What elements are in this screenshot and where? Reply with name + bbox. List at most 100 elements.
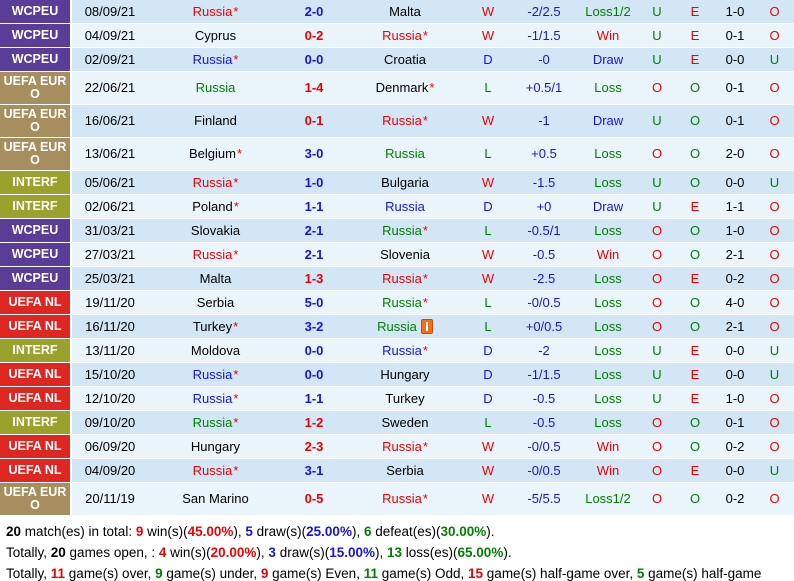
competition-label: INTERF	[12, 175, 58, 189]
away-team-cell: Russia*	[345, 339, 465, 362]
halftime-score-cell: 2-1	[725, 318, 745, 334]
halftime-score-cell: 0-0	[725, 366, 745, 382]
result-letter-cell: L	[484, 222, 492, 238]
competition-label: UEFA EURO	[3, 140, 67, 167]
home-star-icon: *	[233, 246, 239, 262]
result-letter-cell: W	[481, 270, 495, 286]
handicap-result-cell: Loss	[594, 342, 622, 358]
handicap-cell: -0.5	[532, 246, 556, 262]
even-odd-cell: E	[690, 390, 700, 406]
fulltime-score-cell: 0-0	[304, 342, 324, 358]
handicap-result-cell: Loss1/2	[585, 3, 631, 19]
summary-segment: loss(es)(	[402, 545, 458, 560]
match-row: UEFA NL 04/09/20 Russia* 3-1 Serbia* W -…	[0, 459, 794, 483]
date-cell: 04/09/20	[84, 462, 136, 478]
fulltime-score-cell: 2-3	[304, 438, 324, 454]
home-team-name: Russia	[192, 174, 233, 190]
away-team-cell: Russia*	[345, 219, 465, 242]
handicap-cell: -2.5	[532, 270, 556, 286]
over-under-cell: O	[651, 294, 663, 310]
halftime-score-cell: 0-0	[725, 51, 745, 67]
halftime-over-under-cell: O	[769, 438, 780, 454]
result-letter-cell: W	[481, 491, 495, 506]
date-cell: 19/11/20	[85, 294, 135, 310]
even-odd-cell: E	[690, 27, 700, 43]
halftime-score-cell: 0-1	[725, 414, 745, 430]
over-under-cell: O	[651, 270, 663, 286]
fulltime-score-cell: 0-2	[304, 27, 324, 43]
competition-label: WCPEU	[11, 52, 59, 66]
away-star-icon: *	[422, 270, 428, 286]
halftime-over-under-cell: O	[769, 146, 780, 161]
competition-label: WCPEU	[11, 28, 59, 42]
halftime-over-under-cell: O	[769, 491, 780, 506]
home-team-name: Poland	[192, 198, 233, 214]
home-team-cell: Russia*	[148, 387, 283, 410]
home-team-name: Hungary	[190, 438, 241, 454]
over-under-cell: U	[652, 366, 662, 382]
handicap-result-cell: Loss	[594, 270, 622, 286]
home-star-icon: *	[233, 462, 239, 478]
away-team-cell: Russia*	[345, 24, 465, 47]
halftime-over-under-cell: O	[769, 198, 780, 214]
halftime-score-cell: 0-1	[725, 27, 745, 43]
home-team-name: Slovakia	[190, 222, 241, 238]
over-under-cell: U	[652, 113, 662, 128]
competition-cell: UEFA EURO	[0, 483, 72, 515]
halftime-over-under-cell: O	[769, 270, 780, 286]
summary-segment: 20.00%	[210, 545, 257, 560]
home-team-name: Turkey	[192, 318, 233, 334]
home-team-cell: Russia*	[148, 243, 283, 266]
home-team-cell: Russia*	[148, 411, 283, 434]
match-row: UEFA NL 06/09/20 Hungary* 2-3 Russia* W …	[0, 435, 794, 459]
summary-segment: 45.00%	[187, 524, 234, 539]
away-team-cell: Russia*	[345, 315, 465, 338]
away-star-icon: *	[422, 113, 428, 128]
halftime-over-under-cell: O	[769, 414, 780, 430]
away-team-name: Russia	[382, 491, 422, 506]
summary-segment: ).	[503, 545, 512, 560]
even-odd-cell: E	[690, 198, 700, 214]
handicap-result-cell: Loss1/2	[585, 491, 631, 506]
match-history-table: WCPEU 08/09/21 Russia* 2-0 Malta* W -2/2…	[0, 0, 794, 516]
home-team-cell: Russia*	[148, 363, 283, 386]
over-under-cell: O	[651, 438, 663, 454]
halftime-over-under-cell: U	[769, 462, 780, 478]
home-team-cell: Russia*	[148, 72, 283, 104]
result-letter-cell: L	[484, 414, 492, 430]
fulltime-score-cell: 1-3	[304, 270, 324, 286]
over-under-cell: U	[652, 174, 662, 190]
home-star-icon: *	[233, 51, 239, 67]
away-team-name: Russia	[377, 318, 417, 334]
home-team-cell: Russia*	[148, 459, 283, 482]
away-team-name: Serbia	[386, 462, 424, 478]
summary-segment: ),	[256, 545, 269, 560]
date-cell: 27/03/21	[84, 246, 136, 262]
fulltime-score-cell: 0-5	[304, 491, 324, 506]
handicap-cell: -0.5/1	[527, 222, 561, 238]
summary-segment: draw(s)(	[275, 545, 330, 560]
fulltime-score-cell: 1-1	[304, 390, 324, 406]
date-cell: 25/03/21	[84, 270, 136, 286]
competition-label: UEFA EURO	[3, 74, 67, 101]
handicap-result-cell: Win	[596, 27, 620, 43]
summary-segment: win(s)(	[166, 545, 211, 560]
summary-segment: 15	[468, 566, 484, 581]
even-odd-cell: O	[689, 491, 701, 506]
date-cell: 12/10/20	[84, 390, 136, 406]
halftime-score-cell: 0-2	[725, 270, 745, 286]
away-team-cell: Bulgaria*	[345, 171, 465, 194]
even-odd-cell: O	[689, 294, 701, 310]
competition-cell: UEFA EURO	[0, 138, 72, 170]
summary-segment: game(s) Odd,	[377, 566, 469, 581]
competition-label: UEFA NL	[8, 367, 62, 381]
summary-line-over-under: Totally, 11 game(s) over, 9 game(s) unde…	[6, 563, 788, 581]
competition-cell: INTERF	[0, 171, 72, 194]
away-star-icon: *	[422, 491, 428, 506]
handicap-cell: -0/0.5	[527, 438, 561, 454]
fulltime-score-cell: 1-2	[304, 414, 324, 430]
competition-label: UEFA EURO	[3, 485, 67, 512]
handicap-result-cell: Win	[596, 462, 620, 478]
halftime-score-cell: 1-0	[725, 222, 745, 238]
summary-segment: game(s) half-game over,	[483, 566, 637, 581]
